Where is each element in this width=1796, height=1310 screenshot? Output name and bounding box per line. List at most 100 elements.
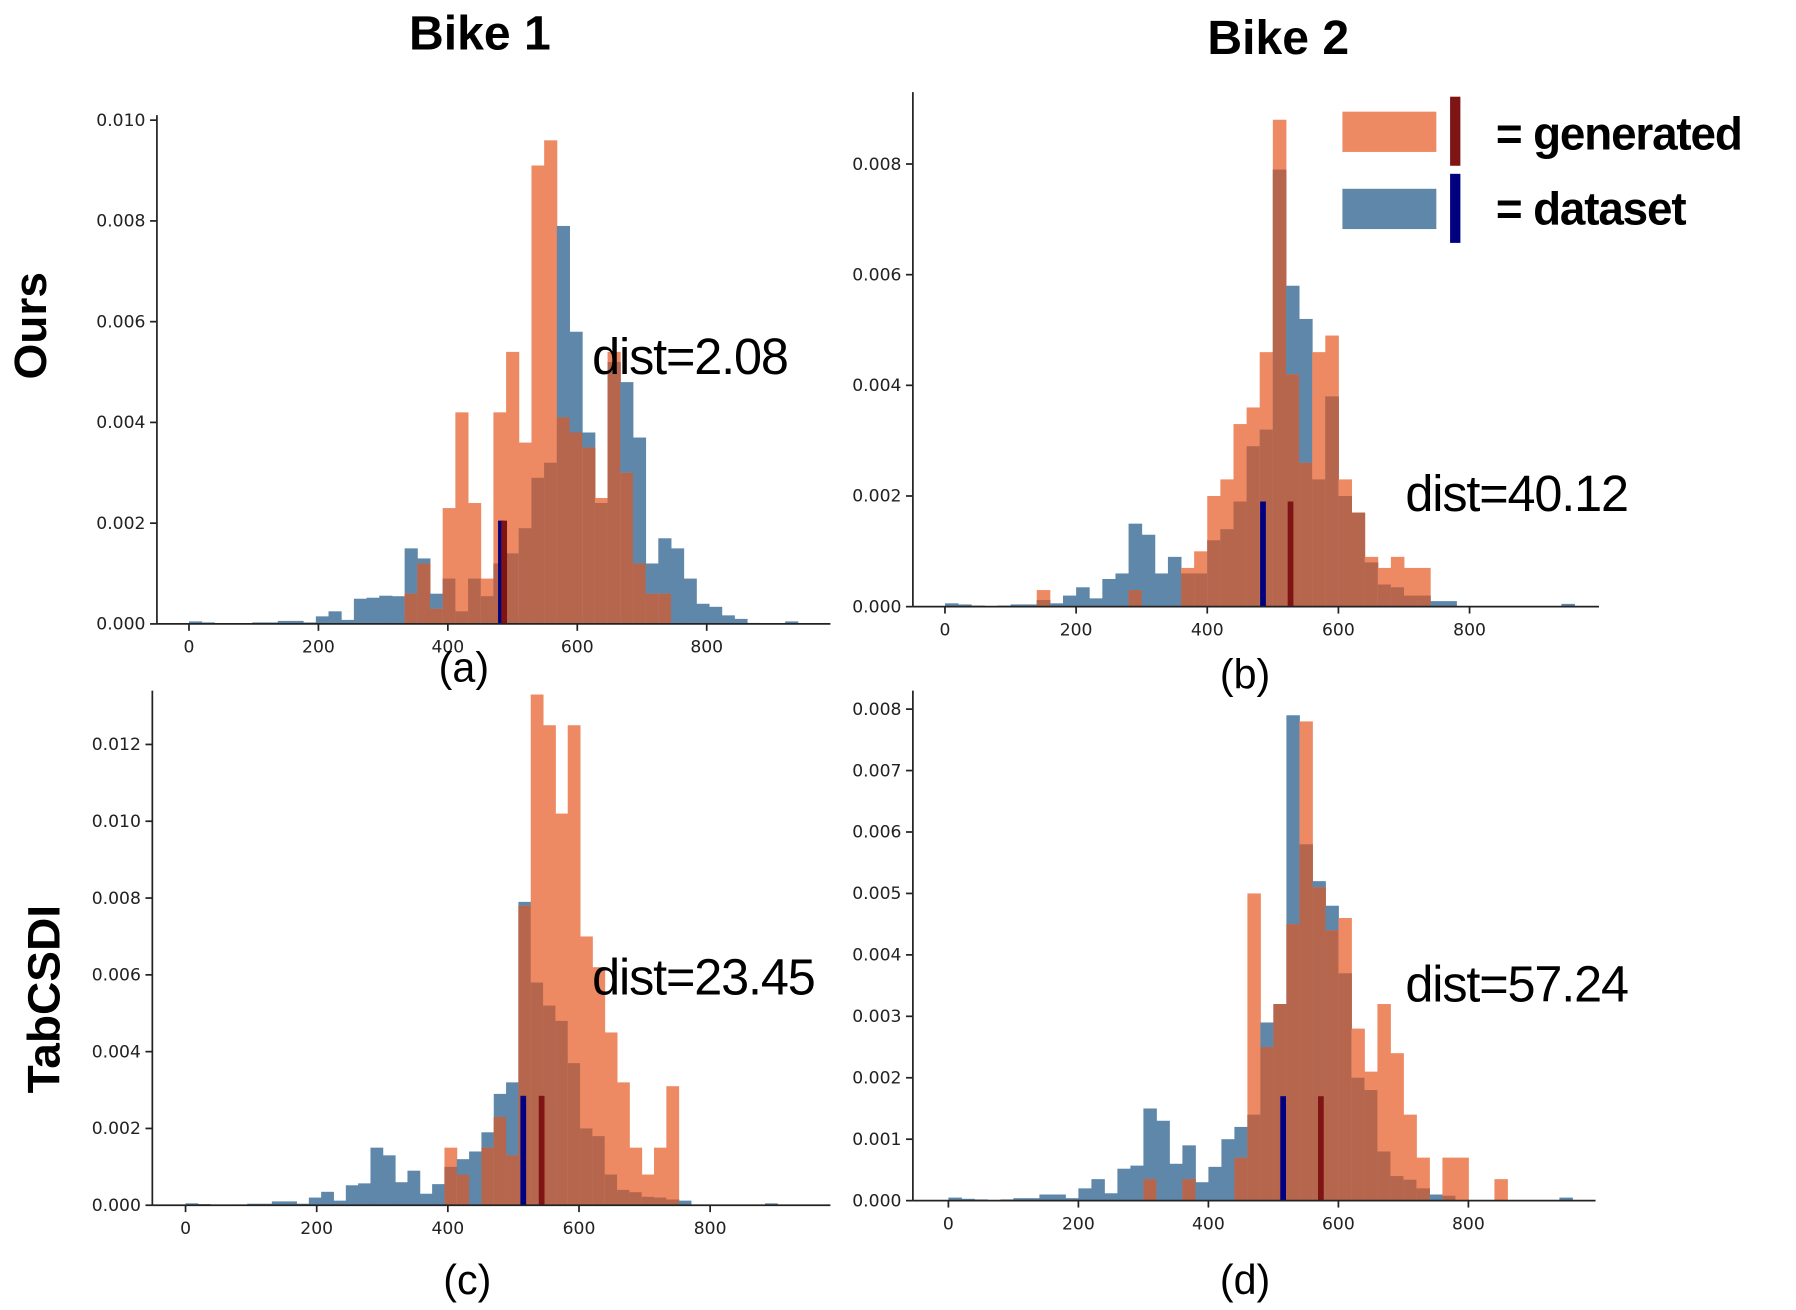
panel-label: (c) xyxy=(443,1257,491,1303)
bar-overlap xyxy=(607,361,621,624)
bar-overlap xyxy=(1143,1179,1157,1201)
x-tick-label: 0 xyxy=(180,1219,191,1239)
bar-dataset xyxy=(1221,1139,1235,1201)
bar-generated xyxy=(455,412,469,624)
bar-dataset xyxy=(353,598,368,624)
bar-dataset xyxy=(785,621,799,624)
bar-overlap xyxy=(658,593,672,624)
bar-overlap xyxy=(1338,973,1352,1201)
x-tick-label: 0 xyxy=(943,1214,954,1234)
bar-dataset xyxy=(358,1183,371,1206)
bar-dataset xyxy=(709,606,723,624)
bar-dataset xyxy=(395,1182,408,1206)
y-tick-label: 0.002 xyxy=(96,514,145,534)
row-label-ours: Ours xyxy=(4,272,56,379)
bar-overlap xyxy=(543,1005,556,1206)
bar-dataset xyxy=(1154,573,1169,607)
bar-overlap xyxy=(617,1189,630,1206)
bar-overlap xyxy=(444,1166,458,1206)
bar-dataset xyxy=(407,1170,421,1206)
distance-annotation: dist=2.08 xyxy=(592,328,788,385)
bar-dataset xyxy=(432,1184,445,1206)
bar-dataset xyxy=(1128,523,1143,607)
y-tick-label: 0.010 xyxy=(92,812,141,832)
histogram-panel-b: 0 200 400 600 800 0.000 0.002 0.004 0.006 0.008 di… xyxy=(852,92,1629,697)
bar-dataset xyxy=(1130,1165,1144,1201)
bar-dataset xyxy=(1091,1179,1105,1201)
y-tick-label: 0.003 xyxy=(852,1007,901,1027)
bar-dataset xyxy=(1156,1120,1170,1201)
bar-dataset xyxy=(308,1197,322,1206)
bar-dataset xyxy=(1013,1198,1027,1201)
bar-dataset xyxy=(328,611,342,624)
y-tick-label: 0.005 xyxy=(852,884,901,904)
mean-line-generated xyxy=(538,1095,545,1206)
bar-overlap xyxy=(1194,573,1208,607)
bar-overlap xyxy=(518,528,532,624)
distance-annotation: dist=40.12 xyxy=(1405,465,1627,522)
y-tick-label: 0.006 xyxy=(96,312,145,332)
bar-overlap xyxy=(1417,595,1431,607)
mean-line-dataset xyxy=(498,520,504,624)
bar-overlap xyxy=(1377,1151,1391,1201)
bar-dataset xyxy=(1195,1182,1209,1201)
bar-dataset xyxy=(721,615,735,624)
bar-overlap xyxy=(481,1147,495,1206)
bar-overlap xyxy=(1036,600,1051,607)
bar-dataset xyxy=(370,1147,384,1206)
x-tick-label: 800 xyxy=(694,1219,727,1239)
bar-dataset xyxy=(382,1155,396,1206)
y-tick-label: 0.008 xyxy=(92,889,141,909)
bar-overlap xyxy=(594,503,609,624)
x-tick-label: 400 xyxy=(1192,1214,1225,1234)
bar-dataset xyxy=(1559,1197,1573,1201)
bar-dataset xyxy=(670,548,685,624)
bar-overlap xyxy=(1442,1195,1456,1201)
bar-dataset xyxy=(961,1198,975,1201)
x-tick-label: 600 xyxy=(1322,620,1355,640)
bar-overlap xyxy=(468,578,482,624)
bar-dataset xyxy=(284,1201,297,1206)
column-title-bike-2: Bike 2 xyxy=(1207,11,1349,65)
bar-dataset xyxy=(1039,1194,1053,1201)
legend-swatch-generated xyxy=(1342,111,1437,152)
bar-generated xyxy=(1455,1157,1469,1201)
histogram-panel-a: 0 200 400 600 800 0.000 0.002 0.004 0.006 0.008 0.… xyxy=(96,111,831,690)
distance-annotation: dist=23.45 xyxy=(592,948,814,1005)
y-tick-label: 0.004 xyxy=(852,376,901,396)
bar-overlap xyxy=(1325,396,1339,607)
bar-overlap xyxy=(629,1192,643,1206)
y-tick-label: 0.000 xyxy=(852,597,901,617)
y-tick-label: 0.002 xyxy=(852,1068,901,1088)
y-tick-label: 0.004 xyxy=(852,946,901,966)
bar-overlap xyxy=(480,596,494,624)
y-tick-label: 0.008 xyxy=(852,155,901,175)
bar-dataset xyxy=(683,578,697,624)
mean-line-dataset xyxy=(1280,1096,1287,1201)
bar-overlap xyxy=(556,417,570,624)
legend-swatch-dataset xyxy=(1342,188,1437,230)
bar-overlap xyxy=(1207,540,1221,607)
bar-generated xyxy=(654,1147,667,1206)
bar-overlap xyxy=(1325,930,1339,1201)
bar-overlap xyxy=(1364,1090,1378,1201)
bar-dataset xyxy=(321,1191,334,1206)
bar-overlap xyxy=(1246,446,1261,607)
bar-dataset xyxy=(188,621,203,624)
bar-overlap xyxy=(592,1136,606,1206)
y-tick-label: 0.000 xyxy=(96,615,145,635)
legend-line-generated xyxy=(1450,96,1461,166)
bar-dataset xyxy=(764,1203,778,1206)
bar-overlap xyxy=(1390,587,1405,607)
bar-overlap xyxy=(1403,595,1418,607)
bar-dataset xyxy=(1049,603,1064,607)
x-tick-label: 800 xyxy=(1452,1214,1485,1234)
bar-overlap xyxy=(1247,1114,1261,1201)
bar-overlap xyxy=(456,1174,470,1206)
bar-dataset xyxy=(1443,601,1457,607)
y-tick-label: 0.000 xyxy=(852,1191,901,1211)
bar-overlap xyxy=(1233,501,1248,607)
legend-line-dataset xyxy=(1450,173,1461,243)
bar-dataset xyxy=(419,1193,433,1206)
distance-annotation: dist=57.24 xyxy=(1405,955,1628,1012)
